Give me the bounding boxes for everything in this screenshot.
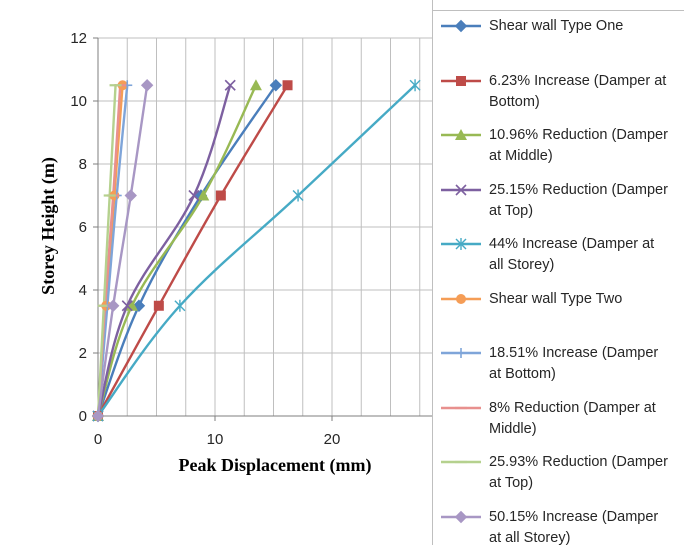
y-tick-label: 4 — [79, 282, 87, 299]
data-point-series-4-stroke — [121, 300, 133, 312]
y-tick-label: 2 — [79, 345, 87, 362]
series-line-5 — [96, 84, 417, 418]
data-point-series-4 — [188, 189, 200, 202]
legend-label-line: 6.23% Increase (Damper at — [489, 72, 667, 89]
legend-label-line: Shear wall Type One — [489, 18, 624, 34]
x-tick-label: 0 — [94, 431, 102, 448]
y-tick-label: 6 — [79, 219, 87, 236]
data-point-series-4-stroke — [188, 189, 200, 202]
legend-swatch — [441, 406, 481, 409]
legend-label: 25.15% Reduction (Damper at Top) — [489, 180, 684, 222]
data-point-series-2 — [282, 80, 293, 91]
legend-label: Shear wall Type One — [489, 16, 684, 37]
legend-swatch-marker — [456, 348, 466, 358]
data-point-series-5 — [174, 299, 186, 312]
series-lines — [96, 84, 417, 418]
legend-label: 44% Increase (Damper at all Storey) — [489, 234, 684, 276]
data-point-series-4 — [224, 79, 236, 91]
data-point-series-10 — [124, 189, 137, 202]
y-tick-label: 12 — [70, 30, 87, 47]
x-tick-label: 10 — [207, 431, 224, 448]
legend-swatch — [441, 183, 481, 196]
legend-label-line: 44% Increase (Damper at — [489, 236, 655, 252]
data-point-series-5 — [409, 79, 421, 92]
legend-swatch-marker-stroke — [455, 183, 467, 196]
data-point-series-1 — [269, 79, 283, 92]
legend-label: 6.23% Increase (Damper at Bottom) — [489, 71, 684, 113]
legend-label-line: Shear wall Type Two — [489, 290, 623, 307]
data-point-series-10 — [107, 299, 120, 312]
data-point-series-3 — [249, 79, 262, 91]
legend-swatch-marker — [454, 510, 468, 523]
legend-label: 25.93% Reduction (Damper at Top) — [489, 452, 684, 494]
legend-swatch — [441, 348, 481, 358]
legend-label-line: at all Storey) — [489, 529, 571, 545]
legend-label: 8% Reduction (Damper at Middle) — [489, 398, 684, 440]
y-tick-label: 10 — [70, 93, 87, 110]
legend-label-line: all Storey) — [489, 257, 555, 273]
data-point-series-2 — [153, 300, 164, 311]
data-point-series-10 — [91, 409, 105, 423]
series-line-3 — [96, 84, 258, 418]
legend-top-border — [432, 10, 684, 11]
x-tick-label: 20 — [324, 431, 341, 448]
legend-swatch-marker — [455, 183, 467, 196]
legend-label-line: 50.15% Increase (Damper — [489, 508, 659, 525]
legend-swatch — [441, 75, 481, 86]
legend-label-line: 18.51% Increase (Damper — [489, 345, 659, 361]
legend-label-line: Middle) — [489, 420, 537, 437]
series-line-10 — [96, 84, 149, 418]
legend-swatch-marker — [454, 19, 468, 33]
legend-swatch — [441, 19, 481, 33]
legend-swatch-marker — [456, 75, 466, 86]
legend-label-line: Bottom) — [489, 93, 540, 110]
chart-plot: 0246810120102030 Peak Displacement (mm) … — [38, 30, 432, 476]
series-line-4 — [96, 84, 232, 418]
legend-swatch-marker — [455, 238, 467, 250]
legend-label: 50.15% Increase (Damper at all Storey) — [489, 507, 684, 545]
legend-swatch-marker — [455, 129, 467, 140]
y-axis-title: Storey Height (m) — [38, 157, 59, 295]
legend-label: 10.96% Reduction (Damper at Middle) — [489, 125, 684, 167]
legend-swatch — [441, 238, 481, 250]
y-tick-label: 0 — [79, 408, 87, 425]
axes: 0246810120102030 — [70, 30, 432, 448]
data-point-series-4 — [121, 300, 133, 312]
series-line-2 — [96, 84, 289, 418]
series-line-9 — [96, 84, 117, 418]
legend-swatch — [441, 510, 481, 523]
data-point-series-5 — [292, 189, 304, 202]
legend-swatch-marker — [456, 293, 466, 304]
legend-label-line: 10.96% Reduction (Damper — [489, 127, 668, 143]
data-point-series-10 — [140, 79, 154, 92]
legend-label-line: at Bottom) — [489, 366, 556, 382]
legend-label-line: at Top) — [489, 202, 534, 219]
legend-swatch — [441, 129, 481, 140]
legend-label-line: at Middle) — [489, 148, 553, 164]
data-point-series-4-stroke — [224, 79, 236, 91]
legend-label-line: at Top) — [489, 475, 534, 491]
legend-swatch — [441, 293, 481, 304]
y-tick-label: 8 — [79, 156, 87, 173]
legend-label-line: 8% Reduction (Damper at — [489, 399, 656, 416]
series-markers — [91, 79, 421, 423]
legend-label-line: 25.15% Reduction (Damper — [489, 181, 668, 198]
legend-label-line: 25.93% Reduction (Damper — [489, 454, 668, 470]
data-point-series-3 — [197, 189, 210, 201]
x-axis-title: Peak Displacement (mm) — [179, 455, 372, 476]
data-point-series-2 — [215, 190, 226, 201]
legend: Shear wall Type One 6.23% Increase (Dampe… — [432, 0, 684, 545]
legend-label: 18.51% Increase (Damper at Bottom) — [489, 343, 684, 385]
legend-swatch — [441, 460, 481, 464]
legend-label: Shear wall Type Two — [489, 289, 684, 310]
